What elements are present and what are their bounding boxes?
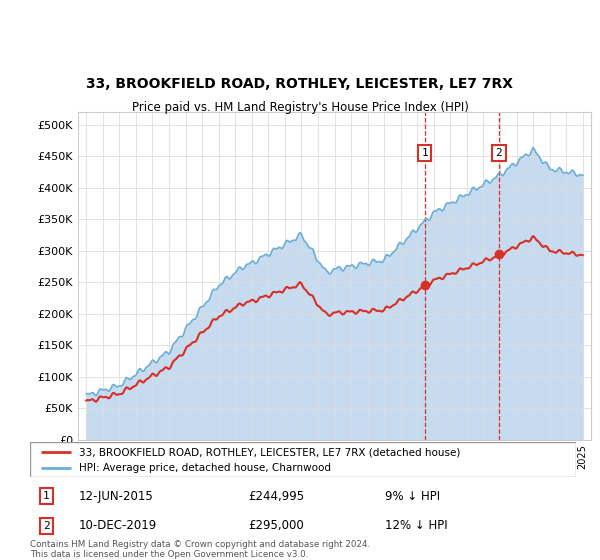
Text: 33, BROOKFIELD ROAD, ROTHLEY, LEICESTER, LE7 7RX: 33, BROOKFIELD ROAD, ROTHLEY, LEICESTER,…	[86, 77, 514, 91]
Text: 12-JUN-2015: 12-JUN-2015	[79, 490, 154, 503]
Text: HPI: Average price, detached house, Charnwood: HPI: Average price, detached house, Char…	[79, 464, 331, 473]
Text: 2: 2	[43, 521, 50, 531]
Text: 2: 2	[496, 148, 502, 158]
Text: 12% ↓ HPI: 12% ↓ HPI	[385, 519, 448, 533]
Text: 33, BROOKFIELD ROAD, ROTHLEY, LEICESTER, LE7 7RX (detached house): 33, BROOKFIELD ROAD, ROTHLEY, LEICESTER,…	[79, 447, 461, 457]
Text: 1: 1	[421, 148, 428, 158]
Text: Contains HM Land Registry data © Crown copyright and database right 2024.
This d: Contains HM Land Registry data © Crown c…	[30, 540, 370, 559]
Text: 10-DEC-2019: 10-DEC-2019	[79, 519, 157, 533]
Text: Price paid vs. HM Land Registry's House Price Index (HPI): Price paid vs. HM Land Registry's House …	[131, 101, 469, 114]
Text: £295,000: £295,000	[248, 519, 304, 533]
Text: 1: 1	[43, 491, 50, 501]
FancyBboxPatch shape	[30, 442, 576, 477]
Text: £244,995: £244,995	[248, 490, 305, 503]
Text: 9% ↓ HPI: 9% ↓ HPI	[385, 490, 440, 503]
